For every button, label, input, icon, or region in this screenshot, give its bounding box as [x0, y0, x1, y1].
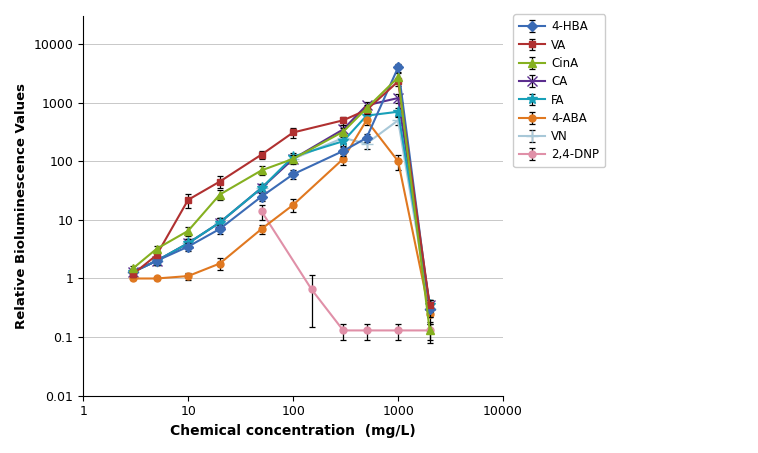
- Y-axis label: Relative Bioluminescence Values: Relative Bioluminescence Values: [15, 83, 28, 329]
- Legend: 4-HBA, VA, CinA, CA, FA, 4-ABA, VN, 2,4-DNP: 4-HBA, VA, CinA, CA, FA, 4-ABA, VN, 2,4-…: [513, 14, 605, 167]
- X-axis label: Chemical concentration  (mg/L): Chemical concentration (mg/L): [171, 424, 416, 438]
